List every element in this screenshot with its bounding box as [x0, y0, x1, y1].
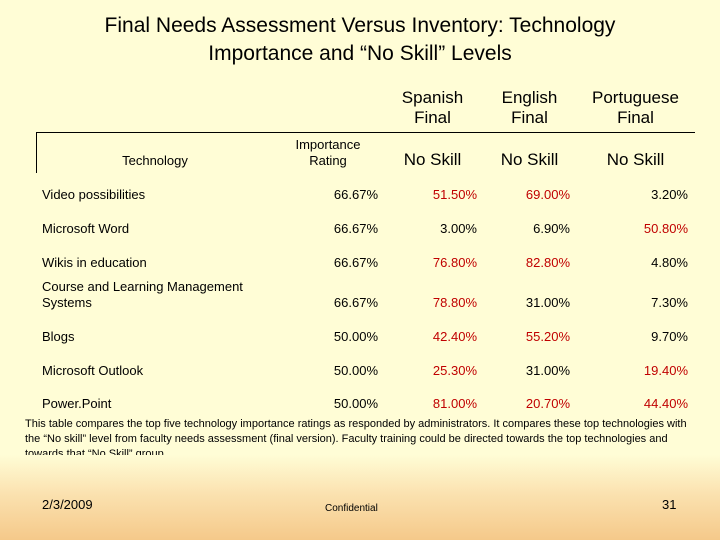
- row-portuguese: 19.40%: [643, 363, 688, 378]
- table-row: Wikis in education 66.67% 76.80% 82.80% …: [0, 255, 720, 273]
- row-name: Video possibilities: [42, 187, 146, 202]
- header-no-skill-english: No Skill: [500, 150, 559, 169]
- header-no-skill-spanish: No Skill: [403, 150, 462, 169]
- header-english-line1: English: [501, 88, 558, 107]
- header-spanish-line1: Spanish: [401, 88, 464, 107]
- row-portuguese: 3.20%: [651, 187, 688, 202]
- row-portuguese: 4.80%: [651, 255, 688, 270]
- header-english: English Final: [482, 88, 577, 128]
- row-spanish: 51.50%: [432, 187, 477, 202]
- header-importance-line1: Importance: [295, 137, 361, 152]
- row-name: Power.Point: [42, 396, 112, 411]
- row-name: Microsoft Outlook: [42, 363, 144, 378]
- row-importance: 50.00%: [333, 396, 378, 411]
- table-row: Course and Learning Management Systems 6…: [0, 279, 720, 313]
- row-name: Wikis in education: [42, 255, 147, 270]
- row-importance: 66.67%: [333, 221, 378, 236]
- row-importance: 66.67%: [333, 187, 378, 202]
- table-row: Microsoft Outlook 50.00% 25.30% 31.00% 1…: [0, 363, 720, 381]
- row-importance: 50.00%: [333, 363, 378, 378]
- footer-confidential: Confidential: [325, 503, 378, 514]
- table-row: Video possibilities 66.67% 51.50% 69.00%…: [0, 187, 720, 205]
- row-english: 55.20%: [525, 329, 570, 344]
- row-portuguese: 9.70%: [651, 329, 688, 344]
- row-spanish: 25.30%: [432, 363, 477, 378]
- header-spanish-line2: Final: [414, 108, 451, 127]
- row-name-line1: Course and Learning Management: [42, 279, 243, 294]
- slide-title: Final Needs Assessment Versus Inventory:…: [0, 12, 720, 68]
- title-line-2: Importance and “No Skill” Levels: [208, 42, 512, 65]
- header-divider: [36, 132, 695, 133]
- row-importance: 50.00%: [333, 329, 378, 344]
- row-portuguese: 50.80%: [643, 221, 688, 236]
- row-name: Course and Learning Management Systems: [42, 279, 243, 311]
- header-spanish: Spanish Final: [385, 88, 480, 128]
- row-spanish: 3.00%: [440, 221, 477, 236]
- row-importance: 66.67%: [333, 255, 378, 270]
- header-importance: Importance Rating: [278, 137, 378, 169]
- footer-date: 2/3/2009: [42, 497, 93, 512]
- row-importance: 66.67%: [333, 295, 378, 310]
- row-english: 31.00%: [525, 295, 570, 310]
- title-line-1: Final Needs Assessment Versus Inventory:…: [104, 14, 616, 37]
- table-row: Blogs 50.00% 42.40% 55.20% 9.70%: [0, 329, 720, 347]
- header-portuguese-line2: Final: [617, 108, 654, 127]
- row-name: Blogs: [42, 329, 75, 344]
- row-portuguese: 7.30%: [651, 295, 688, 310]
- table-row: Microsoft Word 66.67% 3.00% 6.90% 50.80%: [0, 221, 720, 239]
- row-spanish: 81.00%: [432, 396, 477, 411]
- row-english: 6.90%: [533, 221, 570, 236]
- row-english: 20.70%: [525, 396, 570, 411]
- row-spanish: 42.40%: [432, 329, 477, 344]
- header-left-border: [36, 132, 37, 173]
- row-english: 31.00%: [525, 363, 570, 378]
- row-name: Microsoft Word: [42, 221, 130, 236]
- row-name-line2: Systems: [42, 295, 92, 310]
- page-number: 31: [662, 497, 677, 512]
- header-english-line2: Final: [511, 108, 548, 127]
- row-portuguese: 44.40%: [643, 396, 688, 411]
- row-spanish: 78.80%: [432, 295, 477, 310]
- row-spanish: 76.80%: [432, 255, 477, 270]
- row-english: 82.80%: [525, 255, 570, 270]
- header-portuguese: Portuguese Final: [578, 88, 693, 128]
- row-english: 69.00%: [525, 187, 570, 202]
- header-technology: Technology: [122, 153, 188, 168]
- footer-band: [0, 455, 720, 540]
- table-row: Power.Point 50.00% 81.00% 20.70% 44.40%: [0, 396, 720, 414]
- header-importance-line2: Rating: [309, 153, 347, 168]
- header-no-skill-portuguese: No Skill: [606, 150, 665, 169]
- header-portuguese-line1: Portuguese: [592, 88, 679, 107]
